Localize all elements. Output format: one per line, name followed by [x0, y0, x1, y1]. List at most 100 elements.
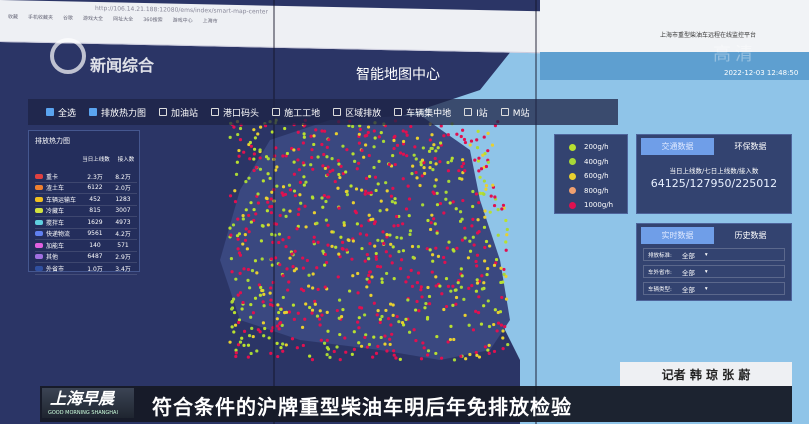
heat-point	[387, 162, 391, 167]
bookmark-item[interactable]: 谷歌	[63, 15, 74, 22]
heat-point	[432, 143, 436, 147]
heat-point	[319, 338, 323, 342]
heat-point	[338, 175, 342, 180]
heat-point	[405, 133, 409, 137]
checkbox-icon[interactable]	[464, 108, 473, 116]
heat-point	[408, 229, 413, 233]
checkbox-icon[interactable]	[211, 108, 220, 116]
table-row: 搅拌车 1629 4973	[35, 217, 137, 229]
heat-point	[447, 179, 451, 183]
legend-label: 800g/h	[584, 186, 609, 195]
checkbox-icon[interactable]	[89, 108, 98, 116]
checkbox-0[interactable]: 全选	[46, 106, 76, 119]
access-count: 2.0万	[115, 185, 131, 193]
checkbox-icon[interactable]	[333, 108, 342, 116]
emission-legend: 200g/h 400g/h 600g/h 800g/h 1000g/h	[554, 134, 628, 214]
program-name: 上海早晨	[50, 389, 115, 408]
heat-point	[475, 264, 479, 268]
heat-point	[269, 197, 273, 201]
heat-point	[374, 251, 378, 256]
heat-point	[475, 353, 479, 357]
tab-history[interactable]: 历史数据	[734, 231, 767, 240]
bookmark-item[interactable]: 手机收藏夹	[28, 14, 54, 22]
heat-point	[367, 342, 372, 347]
heat-point	[307, 284, 311, 288]
heat-point	[434, 284, 438, 288]
heat-point	[356, 291, 360, 295]
heat-point	[363, 313, 367, 317]
tab-realtime[interactable]: 实时数据	[641, 227, 714, 244]
filter-select[interactable]: 排放标准: 全部 ▾	[643, 248, 785, 261]
heat-point	[432, 217, 436, 221]
checkbox-icon[interactable]	[394, 108, 403, 116]
heat-point	[354, 211, 358, 215]
url-bar[interactable]: http://106.14.21.188:12080/ems/index/sma…	[95, 4, 268, 16]
checkbox-8[interactable]: M站	[500, 106, 530, 119]
heat-point	[446, 284, 451, 288]
checkbox-3[interactable]: 港口码头	[211, 106, 259, 119]
bookmark-item[interactable]: 游戏中心	[172, 17, 193, 25]
heat-point	[355, 167, 359, 171]
heat-point	[392, 146, 396, 151]
checkbox-1[interactable]: 排放热力图	[89, 106, 146, 119]
heat-point	[392, 224, 396, 228]
checkbox-2[interactable]: 加油站	[159, 106, 198, 119]
heat-point	[312, 142, 316, 147]
heat-point	[464, 357, 468, 361]
heat-point	[297, 168, 301, 172]
heat-point	[236, 247, 240, 251]
tab-env-data[interactable]: 环保数据	[734, 142, 767, 151]
heat-point	[410, 244, 415, 249]
bookmark-item[interactable]: 网址大全	[113, 16, 134, 23]
checkbox-icon[interactable]	[272, 108, 281, 116]
filter-select[interactable]: 车辆类型: 全部 ▾	[643, 282, 785, 295]
heat-point	[356, 320, 360, 324]
heat-point	[483, 345, 487, 349]
heat-point	[316, 287, 320, 292]
heat-point	[313, 302, 317, 306]
heat-point	[422, 171, 427, 176]
heat-point	[353, 159, 357, 163]
heat-point	[350, 257, 354, 261]
heat-point	[383, 342, 387, 346]
checkbox-5[interactable]: 区域排放	[333, 106, 381, 119]
filter-select[interactable]: 车外省市: 全部 ▾	[643, 265, 785, 278]
heat-point	[396, 223, 400, 228]
heat-point	[287, 280, 291, 284]
heat-point	[302, 132, 306, 136]
checkbox-7[interactable]: I站	[464, 106, 488, 119]
heat-point	[446, 133, 450, 137]
heat-point	[389, 242, 393, 246]
tab-traffic-data[interactable]: 交通数据	[641, 138, 714, 155]
heat-point	[388, 254, 392, 258]
heat-point	[378, 209, 382, 213]
bookmark-item[interactable]: 360搜索	[143, 16, 163, 24]
heat-point	[344, 350, 348, 354]
bookmark-item[interactable]: 游戏大全	[83, 15, 104, 23]
heat-point	[299, 201, 303, 205]
heat-point	[487, 343, 491, 347]
heat-point	[314, 128, 318, 132]
reporter-credit: 记者 韩 琼 张 蔚	[620, 362, 792, 386]
heat-point	[438, 160, 442, 164]
heat-point	[373, 244, 377, 248]
chevron-down-icon: ▾	[704, 285, 708, 292]
heat-point	[392, 138, 396, 143]
heat-point	[233, 189, 237, 193]
checkbox-icon[interactable]	[46, 108, 54, 116]
checkbox-label: 施工工地	[284, 108, 321, 119]
bookmark-item[interactable]: 上海市	[202, 18, 218, 25]
heat-point	[446, 169, 451, 173]
legend-label: 1000g/h	[584, 201, 614, 210]
heat-point	[302, 175, 306, 179]
bookmark-item[interactable]: 收藏	[8, 14, 19, 21]
heat-point	[449, 289, 453, 293]
checkbox-6[interactable]: 车辆集中地	[394, 106, 451, 119]
heat-point	[470, 224, 474, 228]
heat-point	[365, 277, 369, 281]
checkbox-icon[interactable]	[500, 108, 509, 116]
heat-point	[411, 255, 415, 259]
checkbox-4[interactable]: 施工工地	[272, 106, 320, 119]
checkbox-icon[interactable]	[159, 108, 168, 116]
table-row: 冷藏车 815 3007	[35, 206, 137, 217]
